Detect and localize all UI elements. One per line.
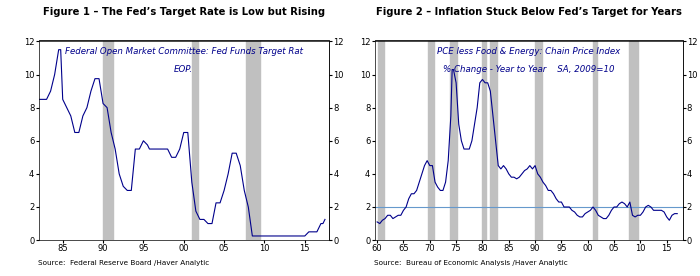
Bar [246,41,260,240]
Text: PCE less Food & Energy: Chain Price Index: PCE less Food & Energy: Chain Price Inde… [437,47,620,56]
Text: % Change - Year to Year    SA, 2009=10: % Change - Year to Year SA, 2009=10 [442,65,615,74]
Text: Figure 2 – Inflation Stuck Below Fed’s Target for Years: Figure 2 – Inflation Stuck Below Fed’s T… [376,7,681,17]
Text: Figure 1 – The Fed’s Target Rate is Low but Rising: Figure 1 – The Fed’s Target Rate is Low … [43,7,325,17]
Bar [379,41,384,240]
Bar [482,41,486,240]
Text: Source:  Bureau of Economic Analysis /Haver Analytic: Source: Bureau of Economic Analysis /Hav… [374,260,568,266]
Bar [629,41,638,240]
Bar [192,41,198,240]
Text: Federal Open Market Committee: Fed Funds Target Rat: Federal Open Market Committee: Fed Funds… [64,47,302,56]
Bar [490,41,497,240]
Text: Source:  Federal Reserve Board /Haver Analytic: Source: Federal Reserve Board /Haver Ana… [38,260,210,266]
Text: EOP.: EOP. [174,65,193,74]
Bar [449,41,457,240]
Bar [103,41,113,240]
Bar [535,41,542,240]
Bar [428,41,434,240]
Bar [593,41,597,240]
